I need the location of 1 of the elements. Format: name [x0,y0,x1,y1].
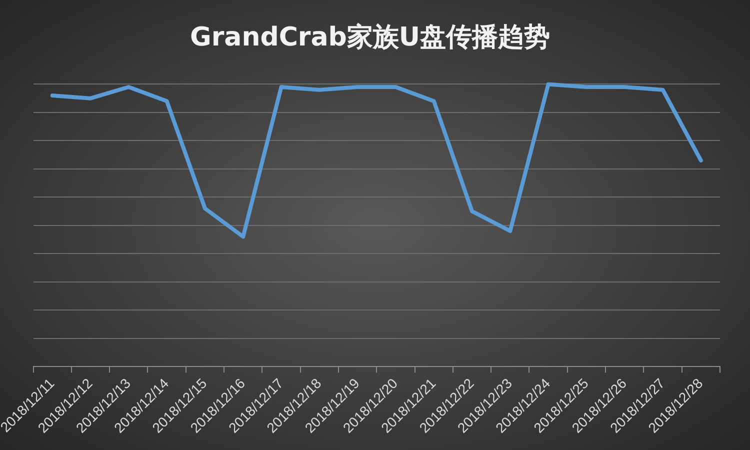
chart-title: GrandCrab家族U盘传播趋势 [190,22,550,52]
